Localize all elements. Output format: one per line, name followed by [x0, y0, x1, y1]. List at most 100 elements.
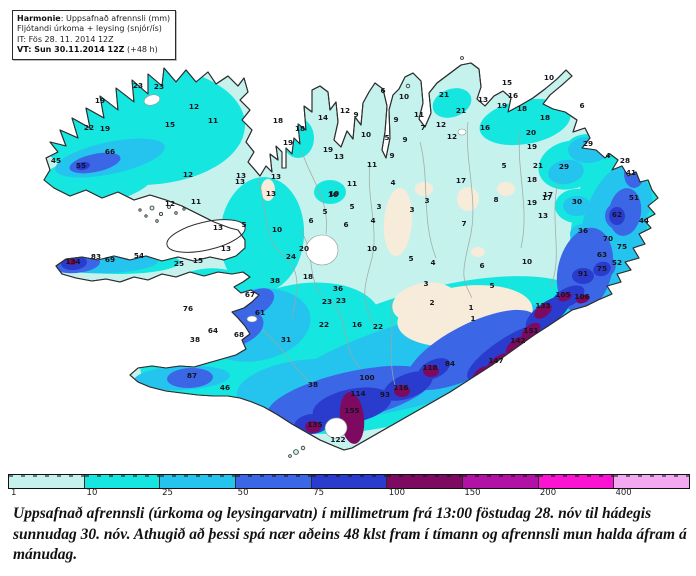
- station-value: 25: [174, 259, 184, 268]
- colorbar-tick: 10: [86, 488, 98, 498]
- station-value: 84: [445, 359, 455, 368]
- station-value: 4: [605, 151, 610, 160]
- station-value: 13: [213, 223, 223, 232]
- station-value: 13: [538, 211, 548, 220]
- station-value: 75: [597, 264, 607, 273]
- station-value: 93: [380, 390, 390, 399]
- station-value: 38: [190, 335, 200, 344]
- station-value: 36: [333, 284, 343, 293]
- station-value: 20: [299, 244, 309, 253]
- station-value: 61: [255, 308, 265, 317]
- station-value: 15: [165, 120, 175, 129]
- station-value: 10: [361, 130, 371, 139]
- colorbar-tick: 100: [388, 488, 405, 498]
- station-value: 5: [408, 254, 413, 263]
- station-value: 38: [270, 276, 280, 285]
- station-value: 11: [367, 160, 377, 169]
- station-value: 66: [105, 147, 115, 156]
- station-value: 122: [330, 435, 345, 444]
- station-value: 118: [422, 363, 437, 372]
- station-value: 12: [165, 199, 175, 208]
- contour-lines: [257, 121, 559, 389]
- station-value: 9: [402, 135, 407, 144]
- station-value: 46: [220, 383, 230, 392]
- station-value: 91: [578, 269, 588, 278]
- valid-time-line: VT: Sun 30.11.2014 12Z (+48 h): [17, 45, 158, 55]
- station-value: 29: [583, 139, 593, 148]
- station-value: 135: [307, 420, 322, 429]
- station-value: 142: [510, 336, 525, 345]
- station-value: 68: [234, 330, 244, 339]
- station-value: 5: [322, 207, 327, 216]
- station-value: 29: [559, 162, 569, 171]
- colorbar-tick: 1: [11, 488, 17, 498]
- station-value: 21: [456, 106, 466, 115]
- model-title-line: Harmonie: Uppsafnað afrennsli (mm): [17, 14, 171, 23]
- station-value: 5: [501, 161, 506, 170]
- station-value: 20: [526, 128, 536, 137]
- station-value: 7: [461, 219, 466, 228]
- station-value: 12: [183, 170, 193, 179]
- station-value: 18: [527, 175, 537, 184]
- station-value: 155: [344, 406, 359, 415]
- model-subtitle: Fljótandi úrkoma + leysing (snjór/ís): [17, 24, 162, 34]
- station-value: 75: [617, 242, 627, 251]
- station-value: 9: [353, 110, 358, 119]
- station-value: 21: [533, 161, 543, 170]
- station-value: 5: [489, 281, 494, 290]
- station-value: 19: [527, 142, 537, 151]
- station-value: 22: [319, 320, 329, 329]
- station-value: 3: [409, 205, 414, 214]
- station-value: 63: [597, 250, 607, 259]
- station-value: 22: [84, 123, 94, 132]
- station-value: 13: [266, 189, 276, 198]
- station-value: 11: [191, 197, 201, 206]
- station-value: 17: [456, 176, 466, 185]
- station-value: 13: [235, 177, 245, 186]
- station-value: 116: [393, 383, 408, 392]
- station-value: 4: [390, 178, 395, 187]
- station-value: 19: [527, 198, 537, 207]
- station-value: 11: [414, 110, 424, 119]
- station-value: 16: [352, 320, 362, 329]
- station-value: 12: [189, 102, 199, 111]
- station-value: 16: [508, 91, 518, 100]
- station-value: 4: [370, 216, 375, 225]
- station-value: 134: [65, 257, 80, 266]
- station-value: 6: [343, 220, 348, 229]
- station-value: 133: [535, 301, 550, 310]
- station-value: 4: [430, 258, 435, 267]
- station-value: 45: [51, 156, 61, 165]
- valid-time: VT: Sun 30.11.2014 12Z: [17, 45, 125, 55]
- colorbar-segment: [311, 475, 388, 488]
- colorbar-tick: 150: [464, 488, 481, 498]
- station-value: 10: [399, 92, 409, 101]
- colorbar-tick: 75: [313, 488, 325, 498]
- station-value: 5: [349, 202, 354, 211]
- station-value: 6: [380, 86, 385, 95]
- station-value: 18: [295, 124, 305, 133]
- station-value: 106: [574, 292, 589, 301]
- station-value: 64: [208, 326, 218, 335]
- station-value: 23: [154, 82, 164, 91]
- station-value: 13: [271, 172, 281, 181]
- station-value: 8: [493, 195, 498, 204]
- station-value: 16: [480, 123, 490, 132]
- station-value: 17: [543, 190, 553, 199]
- station-value: 1: [470, 314, 475, 323]
- station-value: 19: [100, 124, 110, 133]
- station-value: 87: [187, 371, 197, 380]
- station-value: 2: [429, 298, 434, 307]
- station-value: 147: [488, 356, 503, 365]
- station-value: 10: [328, 190, 338, 199]
- station-value: 83: [91, 252, 101, 261]
- station-value: 11: [347, 179, 357, 188]
- station-value: 19: [95, 96, 105, 105]
- station-value: 13: [334, 152, 344, 161]
- station-value: 13: [478, 95, 488, 104]
- station-value: 69: [105, 255, 115, 264]
- station-value: 6: [579, 101, 584, 110]
- caption: Uppsafnað afrennsli (úrkoma og leysingar…: [13, 505, 687, 564]
- model-info-box: Harmonie: Uppsafnað afrennsli (mm) Fljót…: [12, 10, 177, 60]
